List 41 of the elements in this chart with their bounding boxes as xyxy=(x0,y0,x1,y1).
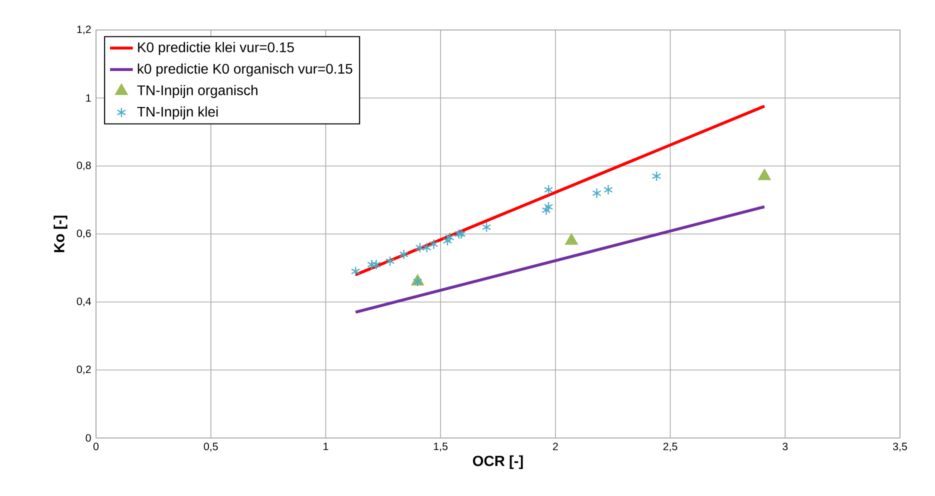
point xyxy=(422,242,432,253)
y-tick-label: 0,2 xyxy=(76,366,91,374)
legend-label: TN-Inpijn organisch xyxy=(137,84,258,98)
y-tick-label: 1,2 xyxy=(77,26,91,34)
x-tick-label: 0,5 xyxy=(204,442,218,452)
point xyxy=(652,170,662,182)
y-tick-label: 0 xyxy=(86,434,91,442)
point xyxy=(565,234,578,245)
point xyxy=(544,202,554,212)
x-tick-label: 1,5 xyxy=(434,442,448,452)
point xyxy=(482,222,492,232)
y-axis-title: Ko [-] xyxy=(54,216,68,252)
x-axis-title: OCR [-] xyxy=(472,455,523,469)
point xyxy=(542,204,551,216)
point xyxy=(442,236,452,246)
x-tick-label: 3,5 xyxy=(892,442,907,452)
point xyxy=(456,228,466,240)
legend-label: TN-Inpijn klei xyxy=(137,106,218,120)
y-tick-label: 1 xyxy=(86,94,91,102)
legend-label: K0 predictie klei vur=0.15 xyxy=(138,42,294,56)
point xyxy=(385,256,395,266)
point xyxy=(429,238,438,250)
point xyxy=(604,184,613,196)
y-tick-label: 0,4 xyxy=(76,298,91,306)
point xyxy=(415,242,425,253)
point xyxy=(372,259,381,270)
x-tick-label: 2,5 xyxy=(663,442,678,452)
legend-label: k0 predictie K0 organisch vur=0.15 xyxy=(138,63,352,77)
x-tick-label: 2 xyxy=(553,442,558,450)
y-tick-label: 0,8 xyxy=(76,162,91,170)
point xyxy=(592,188,602,198)
point xyxy=(454,228,464,240)
point xyxy=(445,232,454,243)
point xyxy=(544,184,554,196)
x-tick-label: 3 xyxy=(782,442,788,450)
point xyxy=(350,266,360,277)
x-tick-label: 1 xyxy=(324,442,328,450)
y-tick-label: 0,6 xyxy=(76,230,91,238)
point xyxy=(367,259,376,270)
point xyxy=(399,249,408,260)
x-tick-label: 0 xyxy=(93,442,99,450)
